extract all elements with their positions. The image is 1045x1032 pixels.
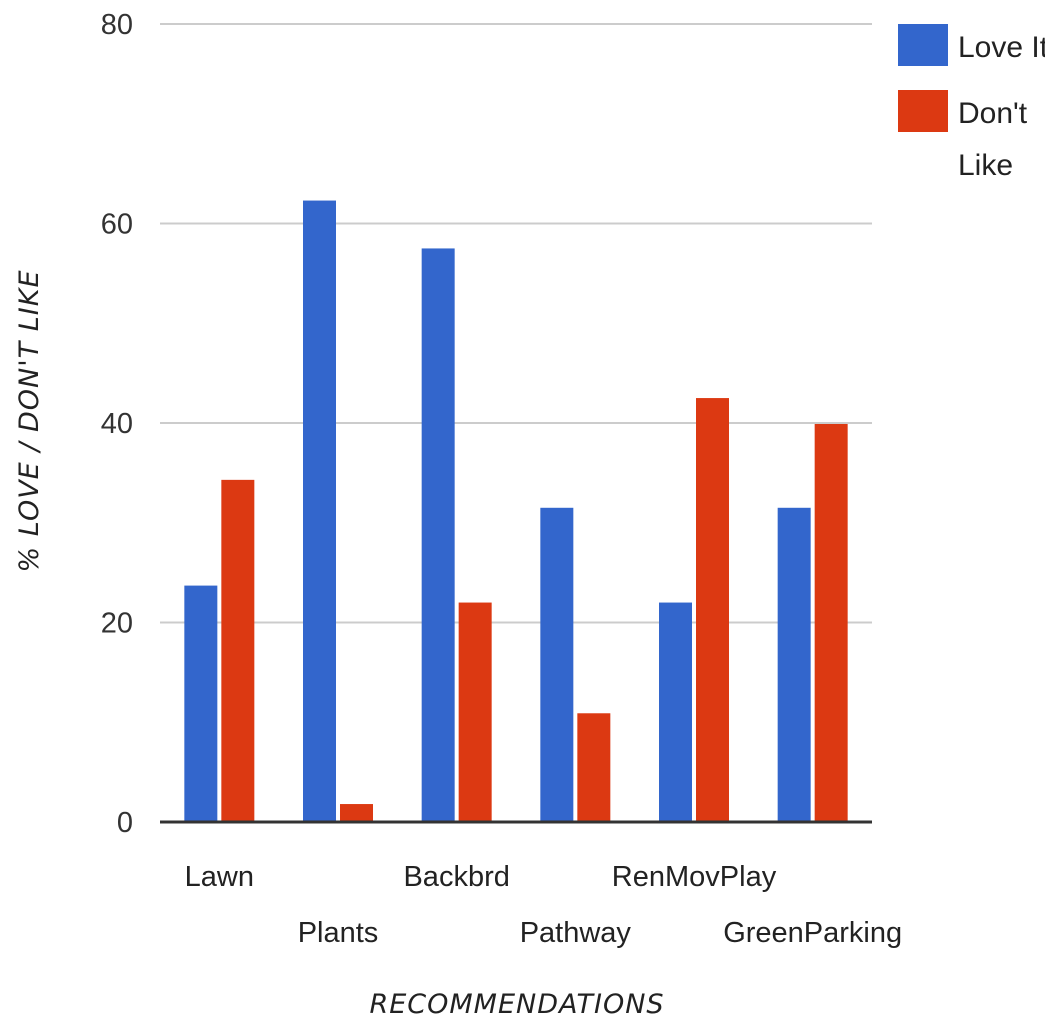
bar-love-it-pathway <box>540 508 573 822</box>
bar-dont-like-lawn <box>221 480 254 822</box>
y-tick-label: 0 <box>117 807 133 839</box>
x-category-label: Backbrd <box>403 861 509 893</box>
bar-dont-like-renmovplay <box>696 398 729 822</box>
gridlines <box>160 24 872 623</box>
bar-love-it-greenparking <box>778 508 811 822</box>
x-category-label: Lawn <box>185 861 254 893</box>
y-tick-label: 40 <box>101 408 133 440</box>
legend-label: Love It <box>958 31 1045 64</box>
bar-dont-like-pathway <box>577 713 610 822</box>
legend-swatch <box>898 90 948 132</box>
y-tick-label: 20 <box>101 608 133 640</box>
x-category-label: Plants <box>298 917 379 949</box>
x-category-label: Pathway <box>520 917 632 949</box>
y-tick-label: 60 <box>101 209 133 241</box>
bar-dont-like-plants <box>340 804 373 822</box>
bar-dont-like-backbrd <box>459 603 492 822</box>
y-axis-title: % LOVE / DON'T LIKE <box>14 269 45 572</box>
bar-love-it-backbrd <box>422 248 455 822</box>
legend-swatch <box>898 24 948 66</box>
y-axis-tick-labels: 0 20 40 60 80 <box>101 9 133 839</box>
x-axis-title: RECOMMENDATIONS <box>369 989 664 1020</box>
legend-label: Like <box>958 149 1013 182</box>
bar-dont-like-greenparking <box>815 424 848 822</box>
x-category-label: RenMovPlay <box>612 861 777 893</box>
x-category-label: GreenParking <box>723 917 902 949</box>
bars <box>184 201 847 822</box>
legend: Love It Don't Like <box>898 24 1045 182</box>
bar-love-it-renmovplay <box>659 603 692 822</box>
legend-label: Don't <box>958 97 1028 130</box>
bar-love-it-plants <box>303 201 336 822</box>
bar-love-it-lawn <box>184 586 217 822</box>
y-tick-label: 80 <box>101 9 133 41</box>
x-axis-category-labels: Lawn Plants Backbrd Pathway RenMovPlay GreenP… <box>185 861 902 949</box>
